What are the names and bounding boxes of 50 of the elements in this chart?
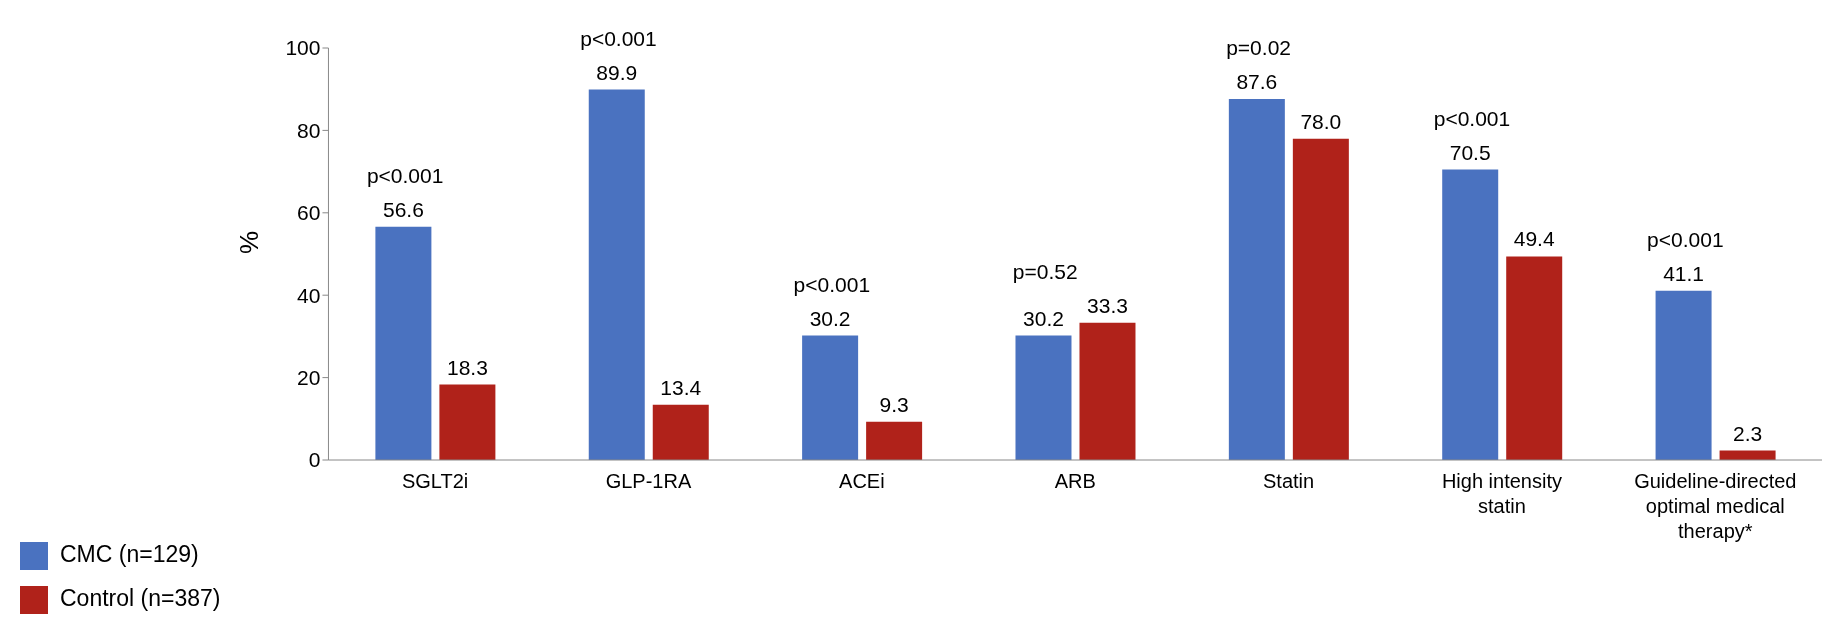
data-label: 70.5 [1449,140,1491,164]
bar [439,384,496,460]
annotation: p<0.001 [793,272,871,296]
bar [1442,169,1499,460]
x-tick-label: Guideline-directed optimal medical therapy* [1634,470,1797,542]
bar [1506,256,1563,460]
data-label: 30.2 [1023,306,1064,330]
data-label: 41.1 [1663,261,1705,285]
x-tick-label: ACEi [839,470,885,492]
y-tick-label: 80 [297,118,321,142]
data-label: 33.3 [1087,293,1128,317]
bar [1292,138,1349,460]
data-label: 9.3 [879,392,909,416]
data-label: 2.3 [1732,421,1763,445]
x-tick-label: ARB [1054,470,1096,492]
bar [1015,335,1072,460]
data-label: 30.2 [809,306,851,330]
y-tick-label: 60 [297,201,321,225]
x-tick-label: High intensity statin [1441,470,1562,517]
annotation: p=0.52 [1012,259,1078,283]
bar [1655,290,1712,460]
bar [802,335,859,460]
data-label: 18.3 [446,355,488,379]
legend-label: Control (n=387) [60,585,221,611]
data-label: 49.4 [1513,227,1555,251]
bar [1079,322,1136,460]
bar [652,404,709,460]
bar [588,89,645,460]
annotation: p<0.001 [366,163,444,187]
annotation: p<0.001 [1433,106,1511,130]
y-axis-title: % [233,230,264,254]
x-tick-label: GLP-1RA [605,470,692,492]
bar [866,421,923,460]
data-label: 56.6 [382,197,424,221]
bar [375,226,432,460]
y-tick-label: 0 [308,448,321,472]
data-label: 87.6 [1236,70,1278,94]
x-tick-label: Statin [1263,470,1315,492]
y-tick-label: 100 [285,36,321,60]
data-label: 13.4 [660,375,702,399]
legend-label: CMC (n=129) [60,541,199,567]
y-tick-label: 40 [297,283,321,307]
x-tick-label: SGLT2i [401,470,469,492]
annotation: p=0.02 [1226,36,1291,60]
data-label: 89.9 [596,60,638,84]
annotation: p<0.001 [580,26,657,50]
bar [1228,99,1285,460]
y-tick-label: 20 [297,366,321,390]
annotation: p<0.001 [1647,227,1724,251]
data-label: 78.0 [1300,109,1342,133]
